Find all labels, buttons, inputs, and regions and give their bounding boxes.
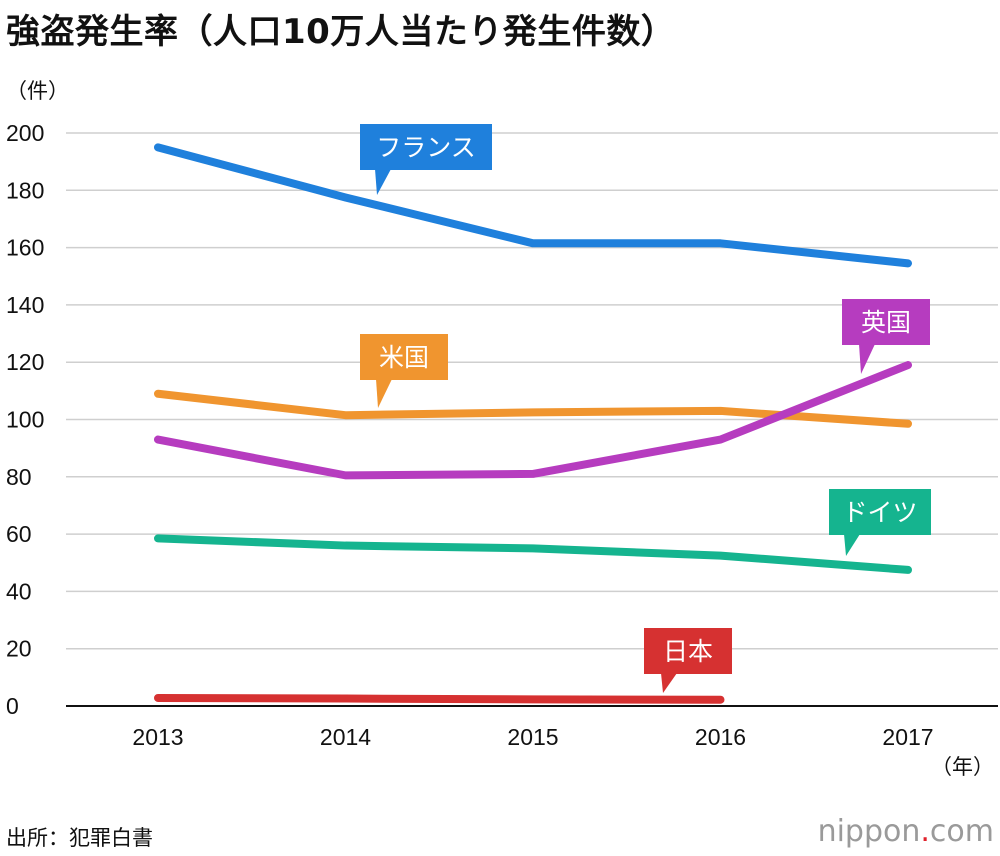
series-label: 日本	[663, 637, 713, 666]
x-tick-label: 2014	[320, 724, 371, 750]
series-label: ドイツ	[842, 498, 917, 527]
y-tick-label: 80	[6, 464, 32, 490]
series-lines	[154, 143, 912, 704]
series-callout: 英国	[842, 299, 930, 374]
series-callout: 日本	[644, 628, 732, 693]
y-tick-label: 180	[6, 177, 44, 203]
brand-prefix: nippon	[817, 814, 921, 849]
series-callout: ドイツ	[829, 489, 931, 556]
x-tick-label: 2015	[507, 724, 558, 750]
callout-pointer	[859, 344, 875, 374]
x-axis-ticks: 2013 2014 2015 2016 2017	[132, 724, 933, 750]
callout-pointer	[376, 379, 392, 408]
source-note: 出所：犯罪白書	[6, 826, 153, 850]
x-tick-label: 2016	[695, 724, 746, 750]
series-callout: 米国	[360, 334, 448, 408]
series-line	[154, 693, 725, 704]
callout-box	[360, 334, 448, 380]
series-label: フランス	[376, 133, 476, 162]
series-callout: フランス	[360, 124, 492, 195]
y-tick-label: 40	[6, 578, 32, 604]
y-tick-label: 100	[6, 407, 44, 433]
callout-box	[644, 628, 732, 674]
y-axis-unit: （件）	[6, 79, 69, 103]
y-tick-label: 120	[6, 349, 44, 375]
y-tick-label: 20	[6, 636, 32, 662]
series-label: 英国	[861, 308, 911, 337]
y-tick-label: 200	[6, 120, 44, 146]
x-tick-label: 2013	[132, 724, 183, 750]
y-axis-ticks: 0 20 40 60 80 100 120 140 160 180 200	[6, 120, 44, 719]
callout-pointer	[661, 673, 677, 693]
brand-dot: .	[920, 814, 930, 849]
chart-title: 強盗発生率（人口10万人当たり発生件数）	[6, 12, 676, 52]
callout-pointer	[375, 169, 391, 195]
y-tick-label: 60	[6, 521, 32, 547]
x-axis-unit: （年）	[931, 755, 994, 779]
series-line	[154, 534, 912, 574]
brand-suffix: com	[929, 814, 994, 849]
y-tick-label: 0	[6, 693, 19, 719]
callout-pointer	[844, 534, 860, 556]
x-tick-label: 2017	[882, 724, 933, 750]
series-line	[154, 143, 912, 268]
callout-box	[842, 299, 930, 345]
callout-box	[829, 489, 931, 535]
series-label: 米国	[379, 343, 429, 372]
brand-logo: nippon.com	[818, 814, 994, 849]
callout-box	[360, 124, 492, 170]
gridlines	[66, 132, 998, 707]
y-tick-label: 160	[6, 235, 44, 261]
series-line	[154, 361, 912, 480]
y-tick-label: 140	[6, 292, 44, 318]
